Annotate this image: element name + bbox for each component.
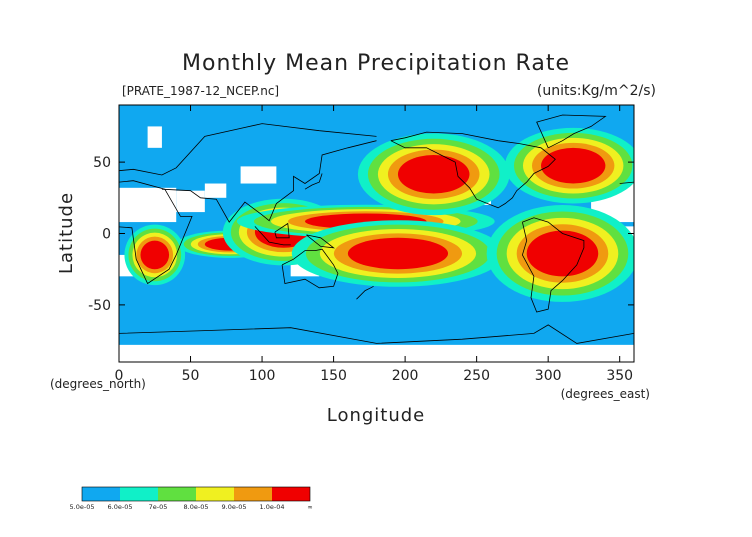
- y-axis-label: Latitude: [56, 192, 77, 274]
- file-label: [PRATE_1987-12_NCEP.nc]: [122, 84, 279, 98]
- colorbar-bin: [158, 487, 196, 501]
- colorbar-bin: [272, 487, 310, 501]
- x-tick-label: 50: [182, 368, 200, 384]
- coastlines: [119, 114, 634, 344]
- coastline: [521, 217, 585, 313]
- x-tick-label: 100: [249, 368, 276, 384]
- precip-region: [124, 224, 186, 286]
- precipitation-field: [119, 126, 634, 362]
- missing-data-block: [176, 190, 205, 213]
- x-unit-label: (degrees_east): [561, 387, 650, 401]
- x-axis-label: Longitude: [327, 405, 426, 426]
- coastline: [619, 181, 634, 184]
- plot-area: [118, 104, 635, 363]
- coastline: [281, 248, 339, 289]
- colorbar-label: 8.0e-05: [184, 503, 209, 511]
- y-tick-label: 0: [102, 227, 111, 243]
- precip-contour: [526, 230, 599, 277]
- colorbar-bin: [120, 487, 158, 501]
- precip-region: [504, 127, 634, 204]
- precip-contour: [347, 237, 449, 270]
- x-axis: 0 50 100 150 200 250 300 350: [115, 105, 633, 384]
- colorbar-label: ∞: [307, 503, 312, 511]
- x-tick-label: 200: [392, 368, 419, 384]
- colorbar-label: 5.0e-05: [70, 503, 95, 511]
- x-tick-label: 250: [463, 368, 490, 384]
- precip-region: [357, 133, 510, 216]
- missing-data-block: [119, 187, 177, 223]
- y-unit-label: (degrees_north): [50, 377, 146, 391]
- y-axis: 50 0 -50: [88, 155, 634, 314]
- colorbar-bin: [196, 487, 234, 501]
- coastline: [390, 131, 556, 209]
- colorbar-bin: [82, 487, 120, 501]
- coastline: [119, 180, 193, 285]
- y-tick-label: 50: [93, 155, 111, 171]
- colorbar: 5.0e-05 6.0e-05 7e-05 8.0e-05 9.0e-05 1.0e-04…: [70, 486, 313, 511]
- colorbar-frame: [81, 486, 311, 502]
- y-tick-label: -50: [88, 298, 111, 314]
- colorbar-label: 9.0e-05: [222, 503, 247, 511]
- precip-region: [486, 205, 634, 302]
- coastline: [254, 226, 291, 246]
- x-tick-label: 300: [535, 368, 562, 384]
- chart-title: Monthly Mean Precipitation Rate: [182, 51, 570, 76]
- x-tick-label: 0: [115, 368, 124, 384]
- coastline: [536, 114, 607, 149]
- coastline: [119, 123, 377, 176]
- colorbar-bin: [234, 487, 272, 501]
- precip-contour: [140, 240, 170, 270]
- coastline: [119, 324, 634, 344]
- missing-data-block: [204, 183, 227, 198]
- coastline: [306, 234, 335, 249]
- colorbar-label: 7e-05: [149, 503, 168, 511]
- colorbar-label: 6.0e-05: [108, 503, 133, 511]
- missing-data-block: [240, 166, 277, 184]
- precip-region: [291, 220, 505, 287]
- missing-data-block: [147, 126, 162, 148]
- coastline: [356, 285, 374, 300]
- units-label: (units:Kg/m^2/s): [537, 83, 656, 99]
- colorbar-label: 1.0e-04: [260, 503, 285, 511]
- x-tick-label: 150: [320, 368, 347, 384]
- missing-data-block: [119, 344, 634, 362]
- precip-contour: [541, 147, 606, 184]
- x-tick-label: 350: [606, 368, 633, 384]
- precip-contour: [397, 154, 470, 194]
- coastline: [161, 140, 377, 223]
- coastline: [274, 222, 290, 239]
- coastline: [304, 173, 323, 190]
